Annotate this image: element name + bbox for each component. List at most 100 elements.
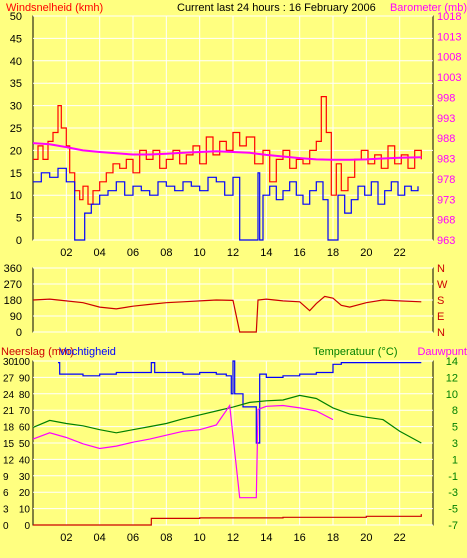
climate-xtick: 10: [194, 532, 206, 544]
temperature-ytick: -1: [448, 471, 458, 483]
climate-series: [32, 360, 422, 526]
dewpoint-line: [32, 403, 334, 499]
gust_low-line: [33, 167, 419, 241]
wind-ticks: 0 5 10 15 20 25 30 35 40 45 50 963 968 973 978 983 988 99…: [10, 11, 462, 259]
climate-panel: 0 0 -7 3 10 -5 6 20 -3 9 30 -1 12 40 1 15 50 3 18 60 5 21 70 8 2…: [1, 346, 467, 544]
dewpoint-ylabel: Dauwpunt: [417, 346, 467, 358]
temperature-ytick: 3: [452, 438, 458, 450]
wind-xtick: 22: [394, 247, 406, 259]
wind-ytick-right: 1013: [437, 31, 461, 43]
humidity-ytick: 90: [19, 373, 31, 384]
temperature-ytick: 8: [452, 405, 458, 417]
climate-xtick: 06: [127, 532, 139, 544]
wind-series: [32, 96, 422, 241]
humidity-ytick: 0: [24, 521, 30, 532]
rain-ytick: 18: [3, 423, 15, 434]
humidity-ytick: 80: [19, 390, 31, 401]
wind-ytick-right: 968: [437, 215, 455, 227]
rain-line: [33, 514, 422, 526]
wind-panel: 0 5 10 15 20 25 30 35 40 45 50 963 968 973 978 983 988 99…: [6, 2, 467, 259]
temperature-line: [32, 394, 422, 444]
wind-ytick-right: 983: [437, 154, 455, 166]
wind-ytick-left: 0: [16, 235, 22, 247]
humidity-ytick: 60: [19, 423, 31, 434]
direction-grid: [33, 267, 433, 333]
wind-xtick: 08: [160, 247, 172, 259]
wind-ytick-left: 25: [10, 123, 22, 135]
wind-xtick: 16: [294, 247, 306, 259]
wind-ytick-left: 5: [16, 213, 22, 225]
direction-compass-label: E: [437, 311, 444, 323]
climate-xtick: 14: [260, 532, 272, 544]
wind-ytick-left: 10: [10, 190, 22, 202]
temperature-ytick: -5: [448, 504, 458, 516]
temperature-ylabel: Temperatuur (°C): [313, 346, 397, 358]
wind-ytick-right: 963: [437, 235, 455, 247]
direction-ytick: 0: [16, 327, 22, 339]
humidity-line: [58, 360, 422, 444]
wind-line: [33, 96, 422, 205]
humidity-ytick: 50: [19, 439, 31, 450]
rain-ytick: 15: [3, 439, 15, 450]
rain-ylabel: Neerslag (mm): [1, 346, 74, 358]
climate-xtick: 08: [160, 532, 172, 544]
wind-xtick: 10: [194, 247, 206, 259]
humidity-ytick: 30: [19, 472, 31, 483]
direction-ytick: 360: [4, 263, 22, 275]
wind-ytick-right: 1003: [437, 72, 461, 84]
rain-ytick: 3: [3, 505, 9, 516]
wind-ytick-right: 998: [437, 92, 455, 104]
direction-compass-label: S: [437, 295, 444, 307]
climate-xtick: 02: [60, 532, 72, 544]
direction-compass-label: W: [437, 279, 448, 291]
temperature-ytick: -7: [448, 520, 458, 532]
humidity-ytick: 70: [19, 406, 31, 417]
wind-ytick-right: 993: [437, 113, 455, 125]
wind-ytick-right: 1018: [437, 11, 461, 23]
direction-ytick: 180: [4, 295, 22, 307]
temperature-ytick: 14: [446, 356, 458, 368]
wind-ytick-left: 20: [10, 145, 22, 157]
rain-ytick: 0: [3, 521, 9, 532]
temperature-ytick: 5: [452, 422, 458, 434]
direction-compass-label: N: [437, 327, 445, 339]
direction-line: [32, 295, 422, 333]
climate-xtick: 22: [394, 532, 406, 544]
wind-ylabel-right: Barometer (mb): [390, 2, 467, 14]
direction-series: [32, 295, 422, 333]
wind-ytick-left: 30: [10, 101, 22, 113]
barometer-line: [32, 142, 422, 161]
wind-ytick-left: 50: [10, 11, 22, 23]
rain-ytick: 6: [3, 488, 9, 499]
temperature-ytick: 1: [452, 454, 458, 466]
wind-ytick-left: 40: [10, 56, 22, 68]
wind-xtick: 06: [127, 247, 139, 259]
wind-xtick: 02: [60, 247, 72, 259]
wind-ylabel-left: Windsnelheid (kmh): [6, 2, 103, 14]
wind-xtick: 14: [260, 247, 272, 259]
climate-xtick: 18: [327, 532, 339, 544]
wind-ytick-left: 15: [10, 168, 22, 180]
wind-xtick: 12: [227, 247, 239, 259]
wind-ytick-right: 1008: [437, 52, 461, 64]
wind-ytick-right: 973: [437, 194, 455, 206]
rain-ytick: 9: [3, 472, 9, 483]
temperature-ytick: -3: [448, 487, 458, 499]
wind-xtick: 18: [327, 247, 339, 259]
temperature-ytick: 10: [446, 389, 458, 401]
wind-title: Current last 24 hours : 16 February 2006: [177, 2, 376, 14]
direction-ytick: 90: [10, 311, 22, 323]
humidity-ytick: 10: [19, 505, 31, 516]
rain-ytick: 12: [3, 455, 15, 466]
climate-xtick: 12: [227, 532, 239, 544]
rain-ytick: 30: [3, 357, 15, 368]
temperature-ytick: 12: [446, 372, 458, 384]
rain-ytick: 27: [3, 373, 15, 384]
wind-xtick: 20: [360, 247, 372, 259]
climate-xtick: 04: [94, 532, 106, 544]
humidity-ytick: 100: [13, 357, 30, 368]
wind-xtick: 04: [94, 247, 106, 259]
direction-ytick: 270: [4, 279, 22, 291]
humidity-ylabel: Vochtigheid: [59, 346, 116, 358]
